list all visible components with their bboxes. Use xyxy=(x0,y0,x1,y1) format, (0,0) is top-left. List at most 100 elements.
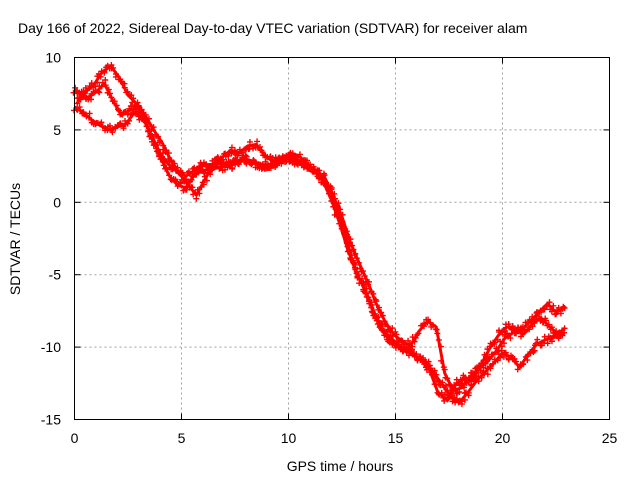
data-point xyxy=(359,268,366,275)
data-point xyxy=(349,242,356,249)
x-tick-label: 5 xyxy=(178,430,186,446)
data-point xyxy=(113,102,120,109)
data-point xyxy=(531,316,538,323)
data-point xyxy=(544,340,551,347)
data-point xyxy=(350,246,357,253)
data-point xyxy=(461,396,468,403)
axes: 0 5 10 15 20 25 -15 -10 -5 0 5 10 xyxy=(41,50,618,447)
data-point xyxy=(135,102,142,109)
data-point xyxy=(442,391,449,398)
data-point xyxy=(102,77,109,84)
data-point xyxy=(412,334,419,341)
data-point xyxy=(519,323,526,330)
data-point xyxy=(440,394,447,401)
data-point xyxy=(152,140,159,147)
chart-title: Day 166 of 2022, Sidereal Day-to-day VTE… xyxy=(18,20,527,36)
data-point xyxy=(534,336,541,343)
data-point xyxy=(529,323,536,330)
data-point xyxy=(411,338,418,345)
data-point xyxy=(156,139,163,146)
data-point xyxy=(480,364,487,371)
data-point xyxy=(115,107,122,114)
data-point xyxy=(102,82,109,89)
data-point xyxy=(486,355,493,362)
data-point xyxy=(190,173,197,180)
data-point xyxy=(504,330,511,337)
data-point xyxy=(543,302,550,309)
data-point xyxy=(465,389,472,396)
data-point xyxy=(163,147,170,154)
data-point xyxy=(229,165,236,172)
data-point xyxy=(429,322,436,329)
x-tick-label: 0 xyxy=(71,430,79,446)
data-point xyxy=(256,143,263,150)
data-point xyxy=(101,69,108,76)
data-point xyxy=(491,339,498,346)
data-point xyxy=(559,332,566,339)
y-tick-label: -5 xyxy=(49,267,62,283)
data-point xyxy=(507,335,514,342)
data-point xyxy=(96,89,103,96)
data-point xyxy=(433,371,440,378)
data-point xyxy=(219,156,226,163)
data-point xyxy=(129,99,136,106)
grid xyxy=(74,57,610,420)
data-point xyxy=(162,165,169,172)
data-point xyxy=(375,314,382,321)
data-point xyxy=(177,168,184,175)
data-point xyxy=(106,90,113,97)
data-point xyxy=(361,273,368,280)
data-point xyxy=(334,213,341,220)
data-point xyxy=(452,386,459,393)
data-point xyxy=(249,145,256,152)
data-point xyxy=(72,84,79,91)
data-point xyxy=(110,64,117,71)
series-line xyxy=(75,64,566,393)
data-point xyxy=(441,397,448,404)
data-point xyxy=(560,303,567,310)
data-point xyxy=(74,100,81,107)
y-tick-label: 0 xyxy=(53,194,61,210)
data-point xyxy=(153,145,160,152)
data-point xyxy=(126,117,133,124)
data-point xyxy=(503,324,510,331)
data-point xyxy=(357,265,364,272)
data-point xyxy=(339,218,346,225)
data-point xyxy=(409,334,416,341)
data-point xyxy=(484,371,491,378)
data-point xyxy=(502,349,509,356)
data-point xyxy=(331,211,338,218)
data-point xyxy=(128,92,135,99)
data-point xyxy=(263,154,270,161)
data-point xyxy=(520,361,527,368)
data-point xyxy=(218,164,225,171)
data-point xyxy=(399,337,406,344)
data-point xyxy=(435,336,442,343)
data-point xyxy=(174,164,181,171)
data-point xyxy=(379,312,386,319)
data-point xyxy=(561,305,568,312)
data-point xyxy=(548,338,555,345)
data-point xyxy=(561,325,568,332)
data-point xyxy=(77,107,84,114)
data-point xyxy=(269,155,276,162)
data-point xyxy=(264,161,271,168)
data-point xyxy=(314,167,321,174)
data-point xyxy=(497,338,504,345)
data-point xyxy=(269,160,276,167)
data-point xyxy=(362,289,369,296)
data-point xyxy=(356,275,363,282)
data-point xyxy=(406,340,413,347)
y-tick-label: -15 xyxy=(41,412,61,428)
data-point xyxy=(289,159,296,166)
data-point xyxy=(393,331,400,338)
data-point xyxy=(200,181,207,188)
data-point xyxy=(500,353,507,360)
data-point xyxy=(142,111,149,118)
data-point xyxy=(189,184,196,191)
data-point xyxy=(437,343,444,350)
data-point xyxy=(95,88,102,95)
data-point xyxy=(201,173,208,180)
data-point xyxy=(289,150,296,157)
data-point xyxy=(409,343,416,350)
